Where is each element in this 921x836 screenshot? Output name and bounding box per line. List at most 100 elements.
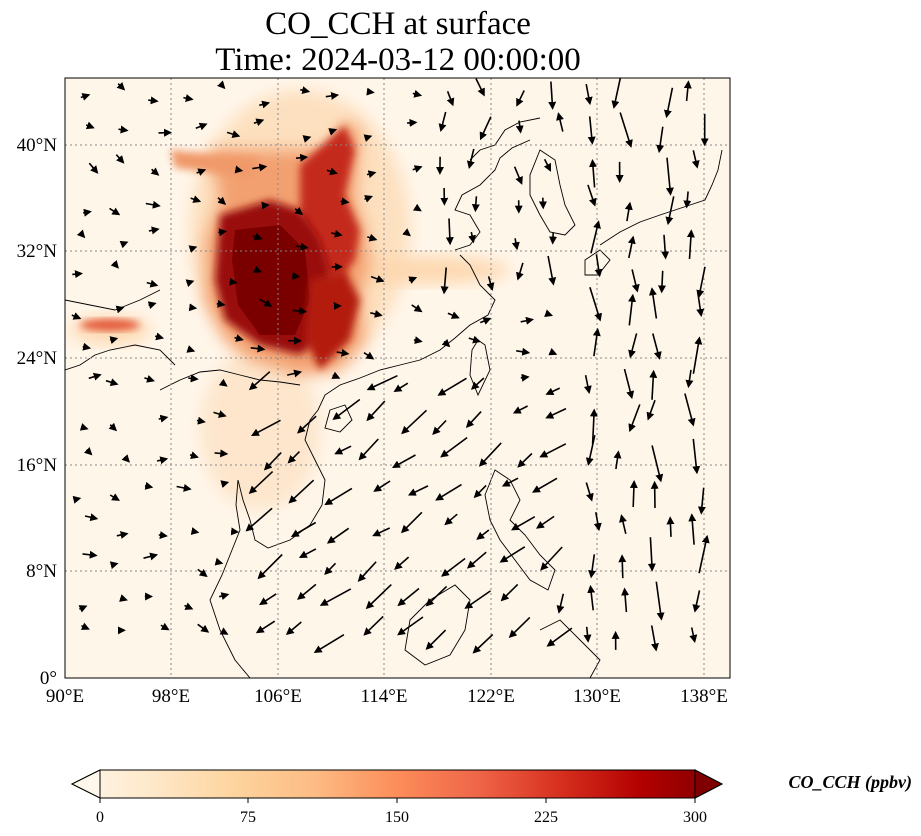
wind-arrow	[545, 387, 561, 396]
wind-arrow	[647, 537, 656, 572]
wind-arrow	[590, 220, 601, 254]
wind-arrow	[372, 527, 391, 537]
wind-arrow	[298, 548, 317, 558]
wind-arrow	[517, 452, 533, 468]
wind-arrow	[686, 229, 695, 260]
wind-arrow	[147, 301, 157, 310]
wind-arrow	[220, 480, 230, 488]
wind-arrow	[189, 451, 199, 459]
wind-arrow	[340, 197, 350, 206]
wind-arrow	[665, 196, 675, 226]
co-concentration-field	[70, 90, 510, 510]
lon-tick-labels: 90°E 98°E 106°E 114°E 122°E 130°E 138°E	[46, 686, 728, 707]
wind-arrow	[295, 242, 309, 251]
wind-arrow	[444, 513, 458, 526]
wind-arrow	[259, 593, 277, 606]
lon-tick-label: 98°E	[152, 686, 190, 707]
wind-arrow	[331, 371, 341, 379]
wind-arrow	[144, 375, 155, 383]
wind-arrow	[213, 410, 227, 418]
wind-arrow	[186, 345, 196, 353]
wind-arrow	[328, 128, 338, 136]
wind-arrow	[83, 208, 92, 217]
wind-arrow	[366, 170, 377, 179]
coastlines	[65, 117, 723, 678]
wind-arrow	[158, 531, 168, 540]
wind-arrow	[297, 415, 317, 434]
wind-arrow	[658, 270, 666, 294]
wind-arrow	[373, 480, 391, 492]
wind-arrow	[248, 371, 271, 391]
wind-arrow	[432, 419, 447, 435]
wind-arrow	[649, 369, 658, 400]
wind-arrow	[628, 293, 637, 326]
wind-arrow	[259, 100, 271, 109]
wind-arrow	[230, 527, 240, 536]
wind-arrow	[234, 334, 244, 342]
wind-arrow	[397, 587, 420, 607]
lat-tick-label: 32°N	[17, 241, 58, 262]
wind-arrow	[326, 527, 350, 544]
lat-tick-label: 24°N	[17, 348, 58, 369]
wind-arrow	[468, 335, 481, 344]
colorbar: 0 75 150 225 300 CO_CCH (ppbv)	[70, 769, 912, 826]
wind-arrow	[683, 80, 692, 102]
wind-arrow	[440, 267, 449, 295]
wind-arrow	[589, 159, 597, 188]
wind-arrow	[253, 265, 263, 273]
wind-arrow	[229, 277, 238, 286]
wind-arrow	[515, 120, 524, 134]
lon-tick-label: 114°E	[361, 686, 408, 707]
wind-arrow	[479, 317, 492, 325]
wind-arrow	[76, 229, 86, 239]
wind-arrow	[548, 81, 557, 110]
wind-arrow	[499, 546, 526, 563]
wind-arrow	[583, 375, 592, 394]
wind-arrow	[292, 272, 301, 280]
wind-arrow	[188, 245, 198, 253]
wind-arrow	[696, 291, 705, 317]
wind-arrow	[697, 487, 706, 515]
wind-arrow	[684, 393, 696, 427]
wind-arrow	[313, 634, 345, 654]
wind-arrow	[665, 157, 674, 196]
wind-arrow	[110, 260, 119, 269]
wind-arrow	[185, 279, 195, 288]
wind-arrow	[628, 404, 641, 433]
wind-arrow	[80, 622, 90, 630]
wind-arrow	[411, 304, 423, 313]
wind-arrow	[520, 373, 530, 382]
wind-arrow	[150, 167, 160, 176]
wind-arrow	[364, 195, 373, 203]
wind-arrow	[148, 226, 160, 235]
map-frame	[64, 77, 731, 679]
wind-arrow	[594, 254, 603, 278]
wind-arrow	[619, 514, 627, 534]
wind-arrow	[584, 83, 593, 106]
wind-arrow	[589, 408, 598, 445]
wind-arrow	[629, 480, 638, 508]
wind-arrow	[549, 232, 558, 245]
lat-tick-label: 8°N	[26, 561, 57, 582]
lat-tick-label: 40°N	[17, 135, 58, 156]
colorbar-tick-label: 150	[385, 809, 409, 826]
wind-arrow	[628, 333, 638, 359]
wind-arrow	[587, 584, 596, 611]
wind-arrow	[666, 516, 675, 537]
wind-arrow	[214, 557, 224, 566]
wind-arrow	[475, 78, 485, 97]
wind-arrow	[585, 435, 596, 466]
wind-arrow	[367, 233, 378, 242]
wind-arrow	[257, 553, 283, 580]
lon-tick-label: 90°E	[46, 686, 84, 707]
wind-arrow	[190, 195, 202, 203]
wind-arrow	[698, 534, 710, 574]
wind-arrow	[685, 369, 694, 389]
wind-arrow	[252, 163, 268, 172]
wind-arrow	[363, 134, 373, 142]
wind-arrow	[294, 206, 304, 216]
wind-arrow	[691, 150, 700, 169]
wind-arrow	[366, 374, 398, 391]
wind-arrow	[516, 90, 525, 107]
wind-arrow	[196, 416, 206, 425]
